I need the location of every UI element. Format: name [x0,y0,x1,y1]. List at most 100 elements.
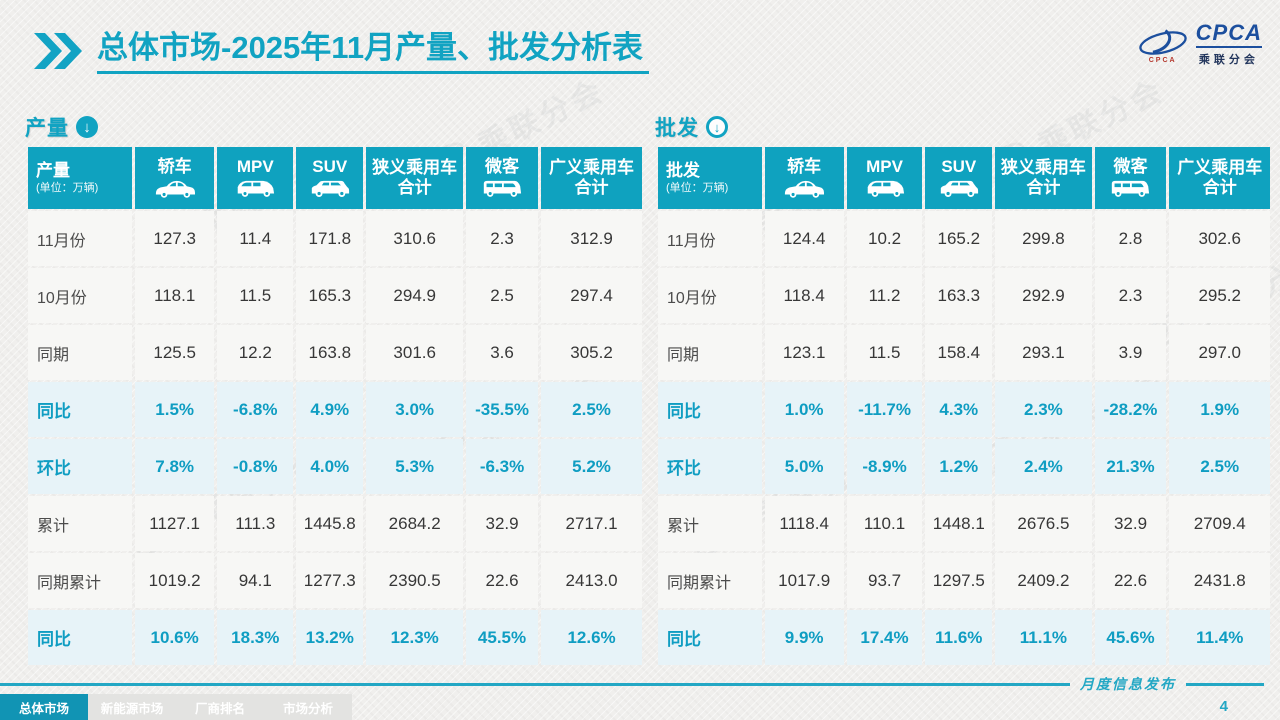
table-row: 同期 123.1 11.5 158.4 293.1 3.9 297.0 [658,325,1270,380]
table-cell: 12.3% [366,610,463,665]
cpca-logo: CPCA CPCA 乘联分会 [1136,22,1262,67]
table-cell: 1.2% [925,439,993,494]
table-cell: 1297.5 [925,553,993,608]
wholesale-header-row: 批发 (单位：万辆) 轿车 MPV SUV 狭义乘用车 合计 微客 广义乘用车 合计 [658,147,1270,209]
table-cell: -6.3% [465,439,539,494]
table-cell: 295.2 [1169,268,1270,323]
table-cell: 11.5 [846,325,923,380]
table-cell: 1019.2 [134,553,215,608]
row-label: 同期累计 [28,553,132,608]
table-cell: -8.9% [846,439,923,494]
table-cell: 11.6% [925,610,993,665]
table-cell: 18.3% [217,610,294,665]
column-header: SUV [925,147,993,209]
microvan-icon [1108,179,1152,199]
table-cell: 2.3% [995,382,1092,437]
table-row: 10月份 118.4 11.2 163.3 292.9 2.3 295.2 [658,268,1270,323]
production-section: 产量 ↓ 产量 (单位：万辆) 轿车 MPV SUV 狭义乘用车 合计 微客 广义乘用车 合计 1… [25,112,645,667]
table-row: 环比 7.8% -0.8% 4.0% 5.3% -6.3% 5.2% [28,439,642,494]
row-label: 同比 [28,610,132,665]
table-cell: -28.2% [1094,382,1167,437]
table-cell: 163.3 [925,268,993,323]
footer-line [0,682,1070,686]
page-title: 总体市场-2025年11月产量、批发分析表 [97,30,650,74]
table-cell: 11.2 [846,268,923,323]
wholesale-table: 批发 (单位：万辆) 轿车 MPV SUV 狭义乘用车 合计 微客 广义乘用车 合计 11月份 12… [655,145,1273,667]
bottom-nav-tabs: 总体市场 新能源市场 厂商排名 市场分析 [0,694,352,720]
column-header: 轿车 [134,147,215,209]
table-cell: 12.2 [217,325,294,380]
table-cell: 2409.2 [995,553,1092,608]
table-cell: 22.6 [465,553,539,608]
table-cell: 12.6% [541,610,642,665]
table-cell: 4.9% [296,382,364,437]
corner-title: 批发 [666,160,700,180]
table-cell: 118.4 [764,268,844,323]
table-cell: 301.6 [366,325,463,380]
table-cell: 10.2 [846,211,923,266]
row-label: 同比 [28,382,132,437]
mpv-icon [863,179,907,199]
table-row: 累计 1118.4 110.1 1448.1 2676.5 32.9 2709.4 [658,496,1270,551]
table-cell: -6.8% [217,382,294,437]
corner-unit: (单位：万辆) [666,182,729,195]
corner-title: 产量 [36,160,70,180]
table-cell: 11.4 [217,211,294,266]
tab-overall-market[interactable]: 总体市场 [0,694,88,720]
table-cell: 11.1% [995,610,1092,665]
table-cell: 2390.5 [366,553,463,608]
row-label: 同期 [28,325,132,380]
tab-oem-ranking[interactable]: 厂商排名 [176,694,264,720]
table-cell: 294.9 [366,268,463,323]
cpca-logo-text: CPCA 乘联分会 [1195,22,1262,67]
table-cell: 127.3 [134,211,215,266]
microvan-icon [480,179,524,199]
table-cell: 2.5% [541,382,642,437]
table-cell: 2.3 [465,211,539,266]
table-cell: -0.8% [217,439,294,494]
table-cell: 22.6 [1094,553,1167,608]
table-cell: 292.9 [995,268,1092,323]
table-cell: 3.0% [366,382,463,437]
cpca-logo-cn-name: 乘联分会 [1198,54,1259,66]
cpca-swirl-icon [1136,26,1190,60]
page-title-secondary: -2025年11月产量、批发分析表 [221,30,644,65]
column-header: 微客 [465,147,539,209]
table-cell: 21.3% [1094,439,1167,494]
table-cell: 3.6 [465,325,539,380]
column-header: 广义乘用车 合计 [1169,147,1270,209]
table-cell: 124.4 [764,211,844,266]
table-row: 11月份 124.4 10.2 165.2 299.8 2.8 302.6 [658,211,1270,266]
table-corner-header: 产量 (单位：万辆) [28,147,132,209]
table-cell: 45.5% [465,610,539,665]
page-number: 4 [1219,698,1228,715]
table-cell: 11.5 [217,268,294,323]
cpca-logo-acronym: CPCA [1195,22,1262,48]
column-header: 轿车 [764,147,844,209]
tab-nev-market[interactable]: 新能源市场 [88,694,176,720]
table-cell: 1.0% [764,382,844,437]
table-cell: 2.8 [1094,211,1167,266]
table-cell: 13.2% [296,610,364,665]
table-cell: 165.3 [296,268,364,323]
table-cell: 1448.1 [925,496,993,551]
column-header: 微客 [1094,147,1167,209]
table-cell: 1127.1 [134,496,215,551]
mpv-icon [233,179,277,199]
suv-icon [937,179,981,199]
column-header: 狭义乘用车 合计 [995,147,1092,209]
column-header: 广义乘用车 合计 [541,147,642,209]
table-cell: 1.9% [1169,382,1270,437]
table-cell: 2413.0 [541,553,642,608]
table-cell: 11.4% [1169,610,1270,665]
table-cell: 4.0% [296,439,364,494]
table-cell: 1445.8 [296,496,364,551]
table-cell: 305.2 [541,325,642,380]
page-title-primary: 总体市场 [97,30,221,65]
table-cell: 110.1 [846,496,923,551]
tab-market-analysis[interactable]: 市场分析 [264,694,352,720]
table-corner-header: 批发 (单位：万辆) [658,147,762,209]
footer-label: 月度信息发布 [1080,678,1176,693]
row-label: 环比 [28,439,132,494]
